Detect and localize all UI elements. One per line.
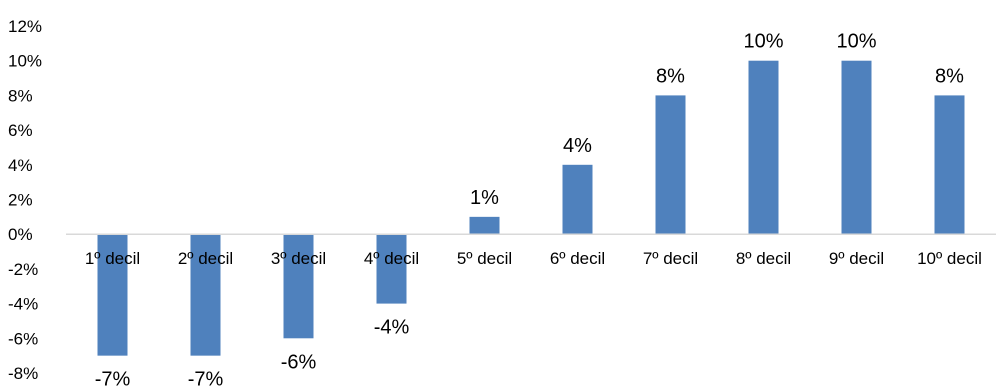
y-tick-label: 10% bbox=[8, 52, 42, 71]
y-tick-label: -2% bbox=[8, 260, 38, 279]
x-category-label: 1º decil bbox=[85, 249, 140, 268]
x-category-label: 10º decil bbox=[917, 249, 982, 268]
y-tick-label: 4% bbox=[8, 156, 33, 175]
bar bbox=[934, 95, 965, 235]
bar bbox=[97, 234, 128, 356]
x-axis-categories: 1º decil 2º decil 3º decil 4º decil 5º decil… bbox=[85, 249, 982, 268]
bar bbox=[655, 95, 686, 235]
bar bbox=[748, 60, 779, 235]
x-category-label: 2º decil bbox=[178, 249, 233, 268]
bar bbox=[841, 60, 872, 235]
bar-value-label: 8% bbox=[656, 65, 685, 87]
x-category-label: 4º decil bbox=[364, 249, 419, 268]
y-tick-label: 12% bbox=[8, 17, 42, 36]
y-tick-label: 8% bbox=[8, 86, 33, 105]
bar bbox=[376, 234, 407, 304]
data-labels: -7% -7% -6% -4% 1% 4% 8% 10% 10% 8% bbox=[95, 31, 964, 390]
x-category-label: 5º decil bbox=[457, 249, 512, 268]
x-category-label: 3º decil bbox=[271, 249, 326, 268]
y-tick-label: -4% bbox=[8, 295, 38, 314]
bar bbox=[190, 234, 221, 356]
bar-value-label: -4% bbox=[374, 317, 410, 339]
y-tick-label: -6% bbox=[8, 329, 38, 348]
x-category-label: 6º decil bbox=[550, 249, 605, 268]
bar-value-label: -7% bbox=[95, 369, 131, 390]
x-category-label: 9º decil bbox=[829, 249, 884, 268]
y-tick-label: 0% bbox=[8, 225, 33, 244]
bar bbox=[283, 234, 314, 339]
bar-value-label: 1% bbox=[470, 187, 499, 209]
bar-value-label: -6% bbox=[281, 351, 317, 373]
bar-value-label: -7% bbox=[188, 369, 224, 390]
y-tick-label: 6% bbox=[8, 121, 33, 140]
x-category-label: 7º decil bbox=[643, 249, 698, 268]
bar-value-label: 8% bbox=[935, 65, 964, 87]
bars bbox=[97, 60, 965, 356]
bar-value-label: 10% bbox=[743, 31, 783, 53]
y-tick-label: 2% bbox=[8, 191, 33, 210]
bar bbox=[469, 216, 500, 235]
bar bbox=[562, 164, 593, 235]
y-tick-label: -8% bbox=[8, 364, 38, 383]
bar-value-label: 10% bbox=[836, 31, 876, 53]
bar-value-label: 4% bbox=[563, 135, 592, 157]
y-axis-ticks: 12% 10% 8% 6% 4% 2% 0% -2% -4% -6% -8% bbox=[8, 17, 42, 383]
x-category-label: 8º decil bbox=[736, 249, 791, 268]
